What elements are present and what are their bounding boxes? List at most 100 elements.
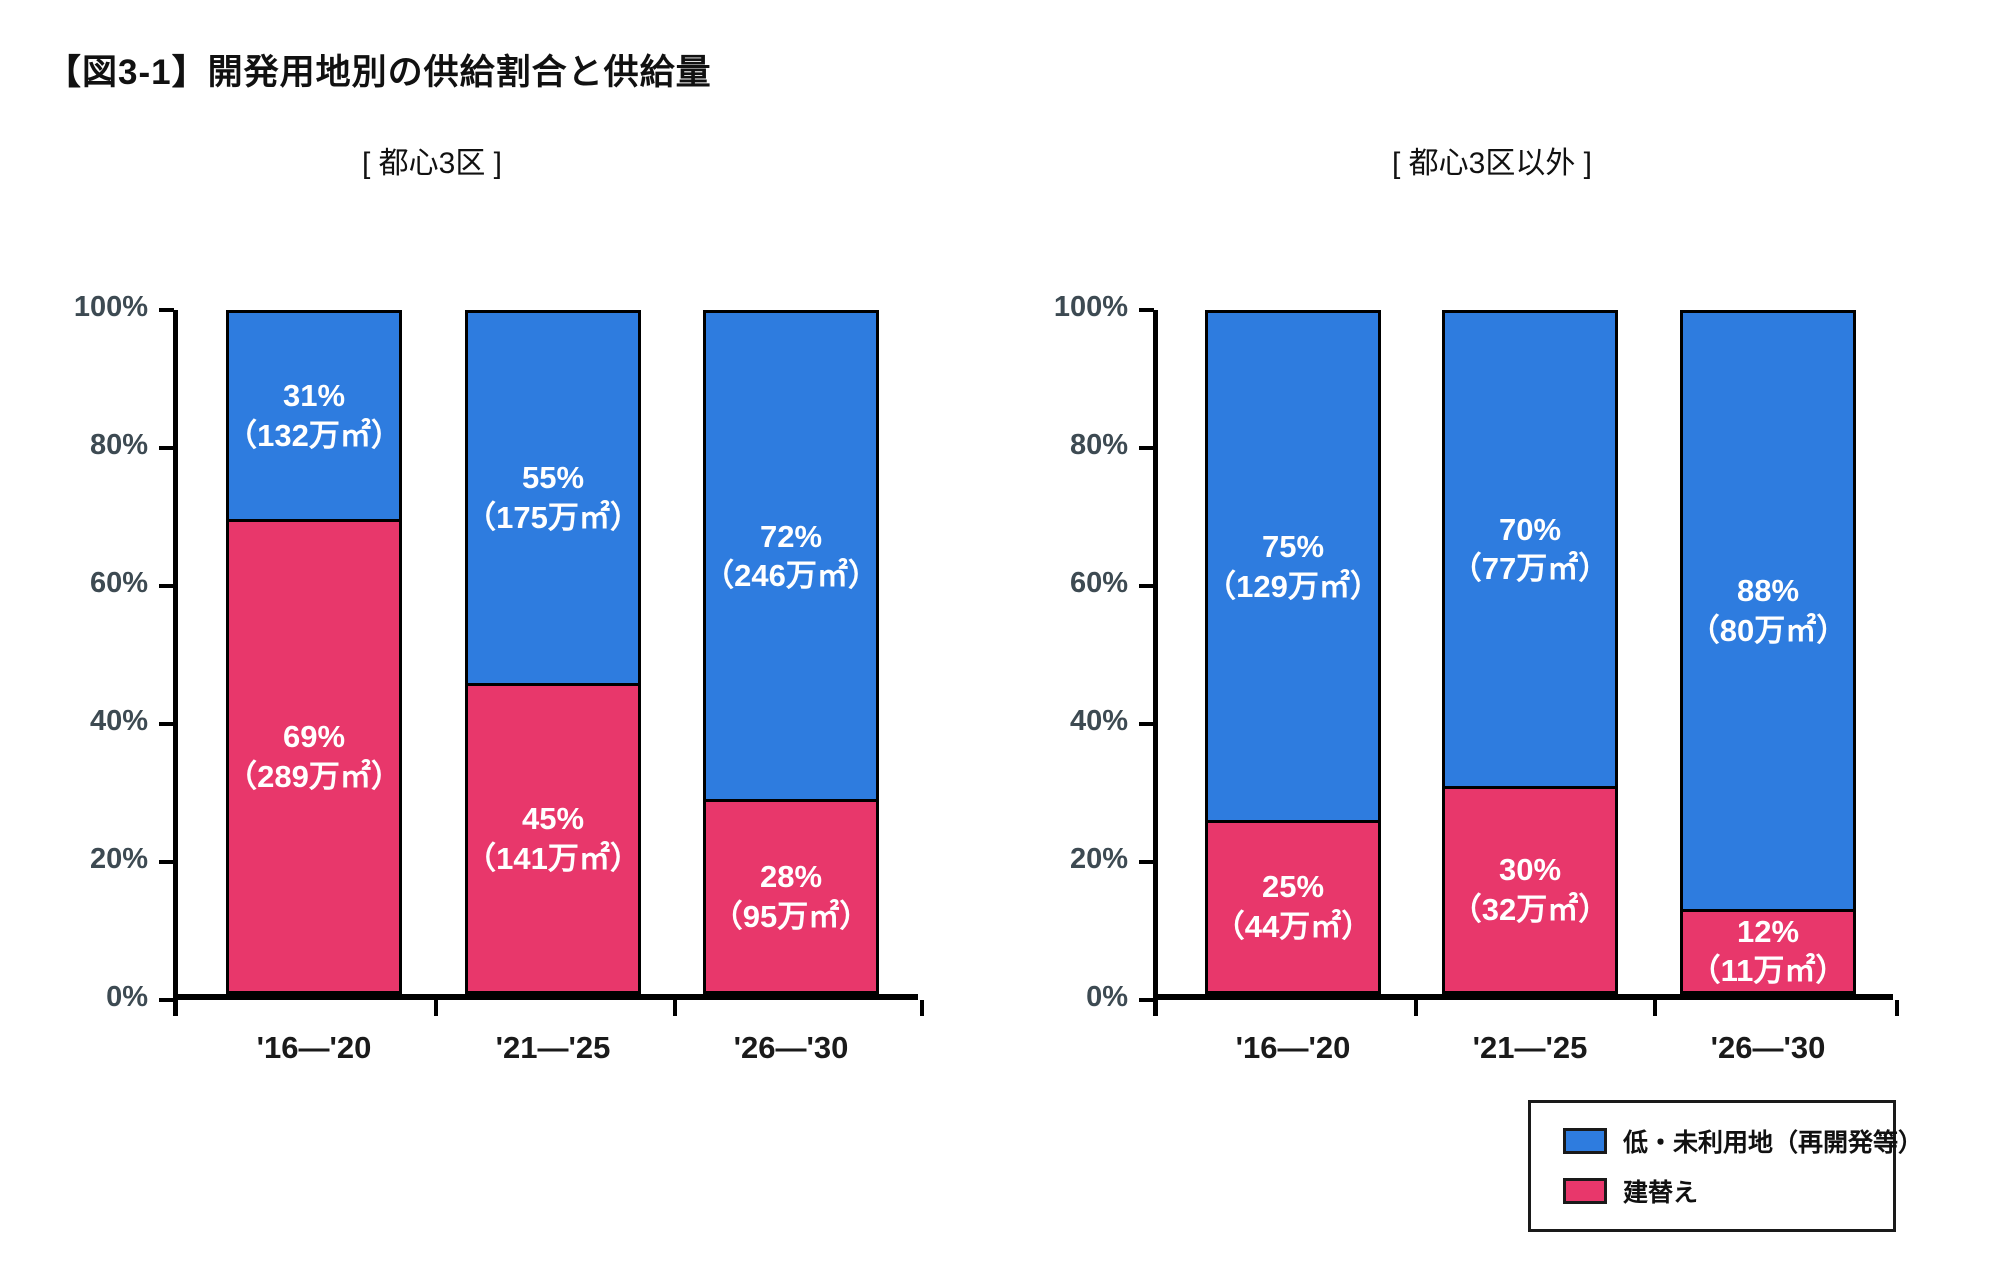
bar-segment-low-unused-land: 55% （175万㎡） [465,310,641,687]
bar-segment-rebuild: 30% （32万㎡） [1442,788,1618,994]
y-axis-tick [1139,860,1154,864]
bar-amount: （44万㎡） [1213,909,1373,944]
bar-segment-rebuild: 25% （44万㎡） [1205,823,1381,994]
chart-subtitle-outside-central-3-wards: [ 都心3区以外 ] [1391,147,1593,180]
bar-segment-rebuild: 69% （289万㎡） [226,522,402,994]
bar-amount: （77万㎡） [1450,551,1610,587]
bar-segment-low-unused-land: 31% （132万㎡） [226,310,402,523]
figure-title: 【図3-1】開発用地別の供給割合と供給量 [46,53,712,92]
y-axis-tick [1139,998,1154,1002]
y-axis-tick-label: 100% [73,291,148,323]
bar-amount: （141万㎡） [465,840,641,876]
bar-data-label: 25% （44万㎡） [1214,867,1372,946]
bar-amount: （132万㎡） [226,418,402,454]
bar-data-label: 70% （77万㎡） [1451,510,1609,589]
y-axis-tick-label: 80% [89,429,148,461]
bar-data-label: 88% （80万㎡） [1689,571,1847,650]
bar-amount: （246万㎡） [703,558,879,594]
y-axis-tick [159,446,174,450]
y-axis-tick-label: 80% [1069,429,1128,461]
bar-percentage: 25% [1261,869,1325,905]
x-axis-tick [1895,1000,1899,1016]
legend-swatch-blue [1563,1128,1607,1154]
x-axis-tick [1653,1000,1657,1016]
legend: 低・未利用地（再開発等） 建替え [1528,1100,1923,1232]
category-label: '26—'30 [1710,1030,1826,1065]
y-axis-tick-label: 60% [1069,567,1128,599]
stacked-bar-2125: 70% （77万㎡） 30% （32万㎡） [1442,310,1618,994]
y-axis-tick-label: 20% [89,843,148,875]
legend-swatch-red [1563,1178,1607,1204]
bar-data-label: 75% （129万㎡） [1205,527,1381,606]
category-label: '21—'25 [495,1030,611,1065]
legend-item-rebuild: 建替え [1563,1173,1893,1209]
legend-label: 低・未利用地（再開発等） [1623,1129,1924,1157]
category-label: '26—'30 [733,1030,849,1065]
x-axis-corner [1153,994,1158,1016]
bar-percentage: 31% [282,378,346,414]
y-axis-tick [159,860,174,864]
bar-data-label: 28% （95万㎡） [712,857,870,936]
bar-segment-low-unused-land: 75% （129万㎡） [1205,310,1381,823]
y-axis-tick [1139,308,1154,312]
bar-data-label: 72% （246万㎡） [703,517,879,596]
bar-percentage: 30% [1498,852,1562,888]
bar-percentage: 70% [1498,511,1562,547]
legend-item-low-unused-land: 低・未利用地（再開発等） [1563,1123,1923,1159]
y-axis-tick [159,998,174,1002]
y-axis-tick-label: 60% [89,567,148,599]
bar-amount: （11万㎡） [1689,953,1847,989]
x-axis-tick [920,1000,924,1016]
bar-segment-rebuild: 28% （95万㎡） [703,802,879,994]
y-axis-tick [159,722,174,726]
stacked-bar-2630: 88% （80万㎡） 12% （11万㎡） [1680,310,1856,994]
category-label: '16—'20 [256,1030,372,1065]
y-axis-tick [1139,722,1154,726]
chart-subtitle-central-3-wards: [ 都心3区 ] [361,147,503,180]
y-axis-tick [159,308,174,312]
x-axis-corner [173,994,178,1016]
bar-percentage: 28% [759,859,823,895]
bar-percentage: 45% [521,800,585,836]
x-axis-tick [1414,1000,1418,1016]
y-axis-tick [1139,446,1154,450]
category-label: '21—'25 [1472,1030,1588,1065]
bar-data-label: 31% （132万㎡） [226,376,402,455]
bar-data-label: 30% （32万㎡） [1451,850,1609,929]
bar-data-label: 45% （141万㎡） [465,799,641,878]
y-axis-tick-label: 0% [106,981,148,1013]
x-axis-tick [434,1000,438,1016]
bar-segment-rebuild: 12% （11万㎡） [1680,911,1856,994]
bar-amount: （32万㎡） [1450,891,1610,927]
bar-data-label: 69% （289万㎡） [226,717,402,796]
plot-area-central-3-wards: 100% 80% 60% 40% 20% 0% 31% （132万㎡） 69% （289万㎡） '1… [74,291,924,1065]
category-label: '16—'20 [1235,1030,1351,1065]
bar-amount: （289万㎡） [226,758,402,794]
x-axis-tick [673,1000,677,1016]
bar-percentage: 55% [521,460,585,496]
y-axis-tick [159,584,174,588]
bar-percentage: 69% [282,718,346,754]
bar-percentage: 12% [1736,913,1800,949]
bar-segment-rebuild: 45% （141万㎡） [465,686,641,994]
bar-amount: （95万㎡） [711,898,871,934]
bar-amount: （129万㎡） [1205,568,1381,604]
bar-amount: （80万㎡） [1688,612,1848,648]
y-axis-tick-label: 100% [1053,291,1128,323]
y-axis-tick-label: 0% [1086,981,1128,1013]
bar-percentage: 88% [1736,573,1800,609]
y-axis-tick [1139,584,1154,588]
y-axis-tick-label: 20% [1069,843,1128,875]
y-axis-tick-label: 40% [1069,705,1128,737]
stacked-bar-2630: 72% （246万㎡） 28% （95万㎡） [703,310,879,994]
y-axis-tick-label: 40% [89,705,148,737]
stacked-bar-2125: 55% （175万㎡） 45% （141万㎡） [465,310,641,994]
bar-amount: （175万㎡） [465,500,641,536]
bar-segment-low-unused-land: 70% （77万㎡） [1442,310,1618,789]
stacked-bar-1620: 31% （132万㎡） 69% （289万㎡） [226,310,402,994]
bar-percentage: 72% [759,518,823,554]
bar-segment-low-unused-land: 72% （246万㎡） [703,310,879,803]
bar-data-label: 55% （175万㎡） [465,458,641,537]
plot-area-outside-central-3-wards: 100% 80% 60% 40% 20% 0% 75% （129万㎡） 25% （44万㎡） '16… [1054,291,1899,1065]
